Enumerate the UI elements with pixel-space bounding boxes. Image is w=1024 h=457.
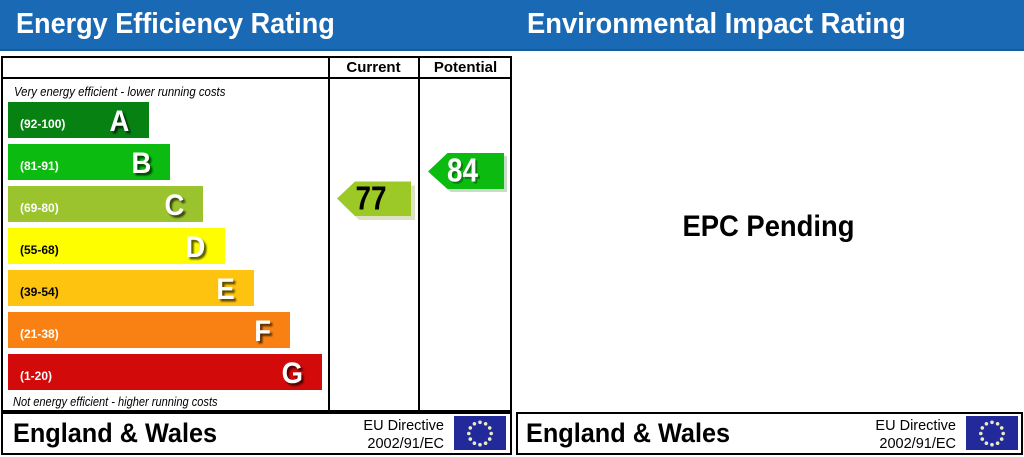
svg-text:77: 77 — [356, 179, 387, 216]
svg-text:84: 84 — [447, 151, 479, 188]
svg-text:84: 84 — [449, 153, 481, 190]
